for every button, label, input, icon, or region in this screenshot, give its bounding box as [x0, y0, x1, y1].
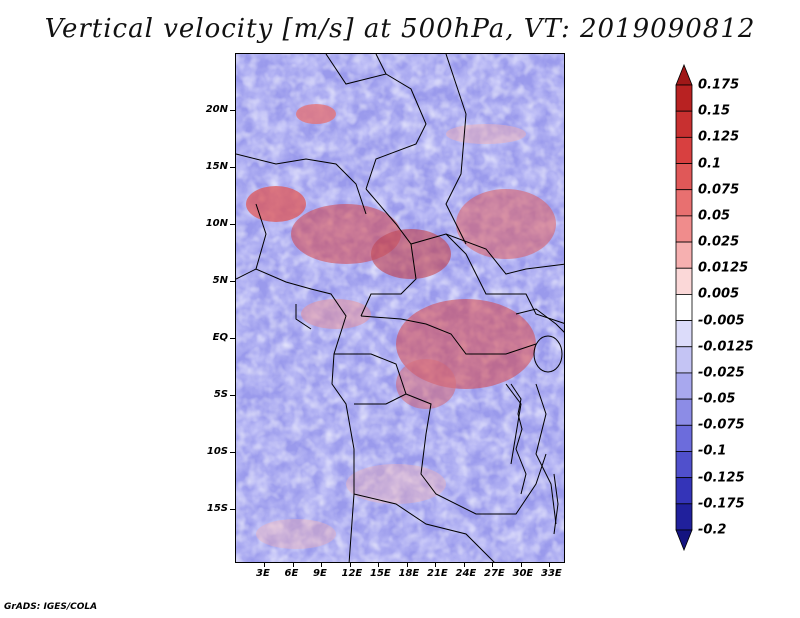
lon-label: 30E: [512, 568, 534, 579]
lat-tick: [230, 224, 235, 225]
lon-tick: [264, 563, 265, 567]
lat-label: 5N: [212, 275, 228, 286]
colorbar: 0.175 0.15 0.125 0.1 0.075 0.05 0.025 0.0125 0.0…: [670, 60, 790, 560]
lat-tick: [230, 167, 235, 168]
colorbar-swatch: [675, 372, 693, 400]
colorbar-swatch: [675, 267, 693, 295]
colorbar-swatches: [675, 63, 693, 552]
map-plot[interactable]: [235, 53, 565, 563]
colorbar-label: 0.0125: [698, 260, 749, 276]
lon-tick: [378, 563, 379, 567]
lon-tick: [435, 563, 436, 567]
colorbar-label: 0.025: [698, 234, 740, 250]
colorbar-swatch: [675, 163, 693, 191]
colorbar-swatch: [675, 477, 693, 505]
updraft-zones: [246, 104, 556, 549]
colorbar-cap-top: [675, 63, 693, 86]
colorbar-label: 0.125: [698, 129, 740, 145]
lat-tick: [230, 338, 235, 339]
grads-credit: GrADS: IGES/COLA: [4, 602, 98, 612]
colorbar-swatch: [675, 215, 693, 243]
lon-tick: [292, 563, 294, 567]
colorbar-label: -0.0125: [698, 339, 754, 355]
colorbar-label: 0.175: [698, 77, 740, 93]
lon-tick: [492, 563, 493, 567]
lon-label: 12E: [341, 568, 363, 579]
lon-tick: [406, 563, 408, 567]
country-borders: [236, 54, 564, 562]
colorbar-label: -0.005: [698, 313, 745, 329]
lat-tick: [230, 452, 235, 453]
lon-label: 15E: [370, 568, 391, 579]
lon-label: 18E: [398, 568, 420, 579]
lon-label: 3E: [256, 568, 270, 579]
colorbar-label: 0.1: [698, 156, 722, 172]
colorbar-swatch: [675, 294, 693, 321]
colorbar-swatch: [675, 136, 693, 164]
lon-tick: [321, 563, 322, 567]
lat-label: 10N: [205, 218, 228, 229]
lat-tick: [230, 110, 235, 111]
colorbar-label: 0.075: [698, 182, 740, 198]
colorbar-label: -0.2: [698, 522, 727, 538]
colorbar-swatch: [675, 241, 693, 269]
colorbar-swatch: [675, 346, 693, 374]
lat-tick: [230, 509, 235, 510]
lat-label: 5S: [213, 389, 228, 400]
colorbar-swatch: [675, 189, 693, 217]
colorbar-label: 0.15: [698, 103, 731, 119]
lon-label: 21E: [427, 568, 448, 579]
lat-tick: [230, 281, 235, 282]
lon-tick: [349, 563, 351, 567]
lat-label: EQ: [212, 332, 228, 343]
lon-tick: [520, 563, 522, 567]
colorbar-label: -0.025: [698, 365, 745, 381]
lon-label: 24E: [455, 568, 477, 579]
lat-tick: [230, 395, 235, 396]
colorbar-label: -0.125: [698, 470, 745, 486]
lat-label: 20N: [205, 104, 228, 115]
colorbar-swatch: [675, 110, 693, 138]
colorbar-cap-bottom: [675, 529, 693, 552]
lat-label: 15S: [206, 503, 228, 514]
colorbar-label: -0.175: [698, 496, 745, 512]
lakes: [510, 335, 563, 535]
lon-label: 27E: [484, 568, 505, 579]
velocity-field-map: [236, 54, 564, 562]
colorbar-label: 0.005: [698, 286, 740, 302]
colorbar-swatch: [675, 398, 693, 426]
colorbar-swatch: [675, 503, 693, 531]
lon-tick: [463, 563, 465, 567]
colorbar-swatch: [675, 424, 693, 452]
colorbar-label: -0.05: [698, 391, 736, 407]
colorbar-label: -0.075: [698, 417, 745, 433]
colorbar-label: 0.05: [698, 208, 731, 224]
page-title: Vertical velocity [m/s] at 500hPa, VT: 2…: [44, 14, 756, 44]
lat-label: 15N: [205, 161, 228, 172]
lon-label: 9E: [313, 568, 327, 579]
lon-label: 6E: [284, 568, 299, 579]
lon-tick: [549, 563, 550, 567]
lat-label: 10S: [206, 446, 228, 457]
colorbar-swatch: [675, 320, 693, 348]
lon-label: 33E: [541, 568, 562, 579]
colorbar-swatch: [675, 451, 693, 479]
colorbar-swatch: [675, 84, 693, 112]
colorbar-label: -0.1: [698, 443, 727, 459]
